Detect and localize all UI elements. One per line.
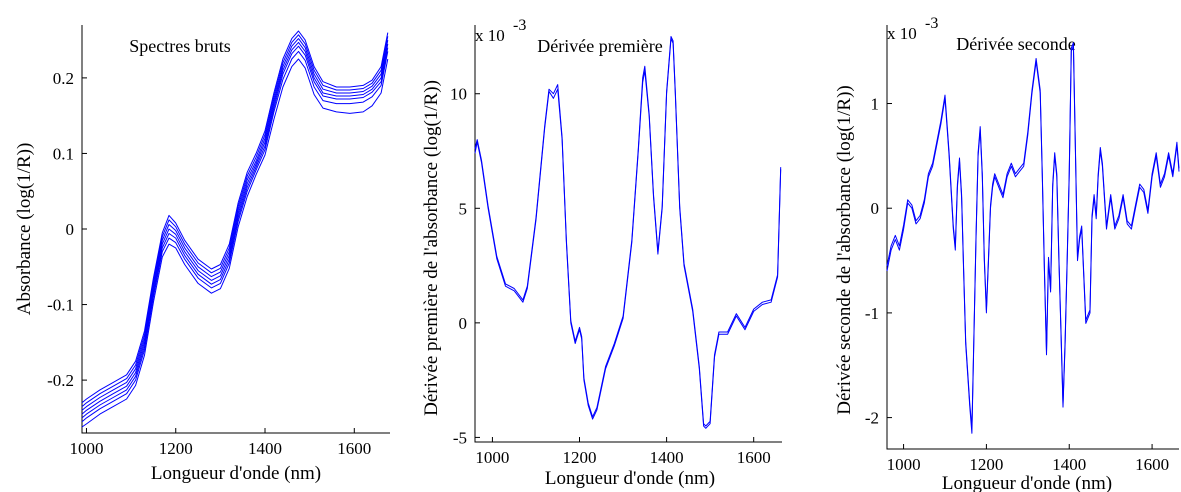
exponent-prefix: x 10 [475,26,505,45]
y-tick-label: 0.1 [53,144,74,163]
panel-raw-spectra: Spectres bruts 1000 1200 1400 1600 -0.2 -0.1… [14,25,390,484]
x-tick-label: 1600 [337,439,371,458]
x-tick-label: 1000 [475,448,509,467]
series-line-1 [81,30,389,404]
x-ticks: 1000 1200 1400 1600 [475,437,771,467]
x-axis-label: Longueur d'onde (nm) [545,468,715,489]
series-group [886,42,1180,434]
exponent-power: -3 [513,17,526,34]
series-line-4 [81,41,389,415]
panel-first-derivative: Dérivée première x 10 -3 1000 1200 1400 160… [421,17,782,489]
x-tick-label: 1200 [563,448,597,467]
exponent-label: x 10 -3 [887,15,938,43]
series-line-2 [474,36,782,427]
series-line-2 [886,42,1180,429]
series-line-5 [81,45,389,419]
y-axis-label: Absorbance (log(1/R)) [14,143,35,316]
y-tick-label: 0.2 [53,69,74,88]
x-tick-label: 1400 [650,448,684,467]
x-tick-label: 1200 [159,439,193,458]
chart-title: Dérivée première [537,36,662,56]
exponent-power: -3 [925,15,938,32]
y-tick-label: -0.1 [47,296,74,315]
x-tick-label: 1400 [248,439,282,458]
y-tick-label: 10 [450,85,467,104]
y-ticks: -5 0 5 10 [450,85,480,447]
x-ticks: 1000 1200 1400 1600 [887,444,1169,474]
series-line-2 [81,34,389,407]
y-tick-label: 0 [871,199,880,218]
series-line-3 [81,38,389,411]
y-axis-label: Dérivée première de l'absorbance (log(1/… [421,80,442,416]
x-tick-label: 1400 [1052,455,1086,474]
y-ticks: -2 -1 0 1 [865,95,892,428]
axes-frame [81,25,390,434]
x-axis-label: Longueur d'onde (nm) [942,473,1112,492]
series-group [474,36,782,429]
x-tick-label: 1600 [1135,455,1169,474]
series-line-1 [474,38,782,429]
series-line-6 [81,50,389,423]
y-tick-label: -5 [453,428,467,447]
x-ticks: 1000 1200 1400 1600 [69,428,371,458]
y-tick-label: 0 [66,220,75,239]
exponent-prefix: x 10 [887,24,917,43]
series-line-1 [886,45,1180,434]
y-ticks: -0.2 -0.1 0 0.1 0.2 [47,69,87,390]
y-tick-label: -1 [865,304,879,323]
x-tick-label: 1200 [969,455,1003,474]
y-tick-label: 1 [871,95,880,114]
y-tick-label: 5 [459,199,468,218]
y-tick-label: 0 [459,314,468,333]
axes-frame [886,25,1179,450]
y-axis-label: Dérivée seconde de l'absorbance (log(1/R… [834,85,855,414]
y-tick-label: -0.2 [47,371,74,390]
x-tick-label: 1600 [737,448,771,467]
chart-title: Dérivée seconde [956,34,1075,54]
y-tick-label: -2 [865,409,879,428]
exponent-label: x 10 -3 [475,17,526,45]
chart-title: Spectres bruts [129,36,230,56]
panel-second-derivative: Dérivée seconde x 10 -3 1000 1200 1400 1600… [834,15,1180,492]
x-tick-label: 1000 [887,455,921,474]
x-axis-label: Longueur d'onde (nm) [151,463,321,484]
axes-frame [474,25,782,443]
x-tick-label: 1000 [69,439,103,458]
series-line-7 [81,58,389,428]
series-group [81,30,389,428]
